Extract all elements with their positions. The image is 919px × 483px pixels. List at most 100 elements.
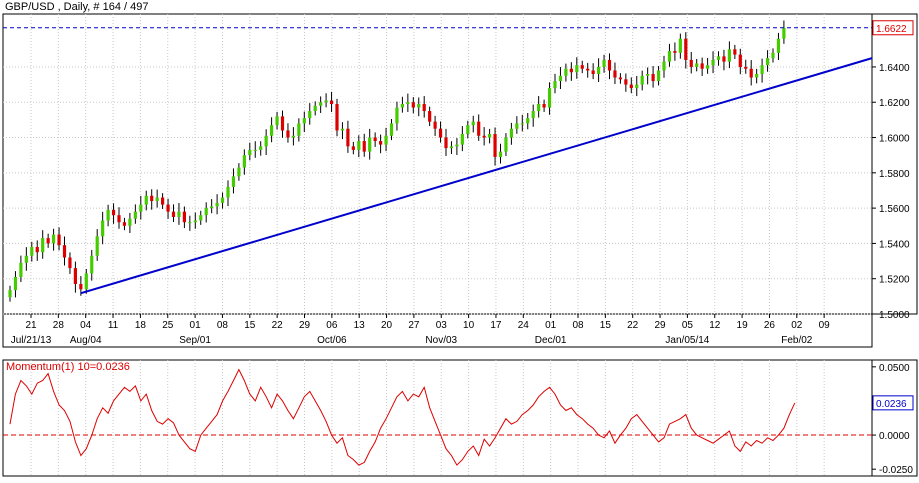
candle-body (678, 38, 682, 53)
candle-body (46, 238, 50, 244)
price-tick-label: 1.6000 (879, 134, 910, 145)
candle-body (297, 123, 301, 136)
candle-body (553, 81, 557, 89)
candle-body (139, 204, 143, 212)
candle-body (319, 102, 323, 106)
date-tick-label: 21 (25, 320, 37, 331)
candle-body (438, 128, 443, 138)
candle-body (90, 255, 94, 274)
support-trendline[interactable] (80, 57, 873, 295)
candle-body (782, 27, 786, 39)
price-tick-label: 1.5600 (879, 204, 910, 215)
candle-body (504, 137, 508, 152)
candle-body (695, 63, 699, 67)
price-axis-frame (871, 13, 918, 315)
candle-body (13, 276, 18, 291)
candle-body (379, 141, 383, 145)
candle-body (106, 209, 110, 221)
candle-body (79, 284, 83, 290)
candle-body (280, 116, 285, 131)
candle-body (248, 149, 252, 156)
candle-body (324, 100, 328, 103)
candle-body (444, 137, 448, 149)
date-tick-label: 22 (272, 320, 284, 331)
candle-body (673, 51, 677, 53)
date-tick-label: 12 (709, 320, 721, 331)
candle-body (215, 202, 219, 207)
candle-body (362, 141, 366, 152)
candle-body (101, 220, 105, 237)
date-tick-label: 03 (436, 320, 448, 331)
candle-body (542, 104, 546, 108)
candle-body (313, 105, 317, 112)
candle-body (73, 268, 77, 284)
date-tick-label: 09 (819, 320, 831, 331)
candle-body (738, 54, 742, 67)
candle-body (662, 61, 666, 71)
candle-body (95, 236, 99, 256)
candle-body (564, 68, 568, 76)
candle-body (253, 149, 257, 151)
candle-body (161, 197, 165, 205)
month-label: Feb/02 (781, 335, 813, 346)
candle-body (607, 59, 612, 71)
month-label: Sep/01 (179, 335, 211, 346)
last-price-marker (872, 20, 914, 36)
candle-body (488, 134, 492, 138)
date-tick-label: 22 (627, 320, 639, 331)
month-label: Jan/05/14 (665, 335, 709, 346)
date-axis-labels: 21 28 04 11 18 25 01 08 15 22 29 06 13 20 27 03 10 17 24 01… (11, 314, 830, 346)
candle-body (291, 135, 295, 138)
candle-body (35, 246, 39, 253)
date-tick-label: 10 (463, 320, 475, 331)
momentum-line (9, 368, 796, 466)
month-label: Aug/04 (70, 335, 102, 346)
candle-body (602, 59, 606, 67)
candle-body (406, 102, 410, 104)
candle-body (335, 104, 339, 131)
candle-body (351, 146, 355, 150)
candle-body (482, 135, 486, 138)
candle-body (122, 222, 127, 226)
candle-body (117, 215, 121, 223)
candle-body (716, 56, 721, 60)
candle-body (302, 118, 306, 124)
candle-body (656, 70, 661, 82)
price-tick-label: 1.6400 (879, 63, 910, 74)
candle-body (62, 245, 67, 258)
candle-body (24, 255, 28, 263)
date-tick-label: 24 (518, 320, 530, 331)
candle-body (580, 65, 584, 69)
candle-body (8, 290, 12, 298)
candle-body (171, 211, 176, 217)
month-label: Nov/03 (425, 335, 457, 346)
date-tick-label: 08 (572, 320, 584, 331)
candle-body (727, 49, 731, 62)
candle-body (776, 38, 781, 53)
date-tick-label: 29 (299, 320, 311, 331)
candle-body (259, 146, 263, 150)
candle-body (575, 65, 579, 73)
date-tick-label: 19 (737, 320, 749, 331)
candle-body (204, 208, 208, 216)
candle-body (193, 220, 197, 223)
candle-body (449, 146, 454, 149)
candle-body (411, 102, 415, 108)
price-axis-labels: 1.5000 1.5200 1.5400 1.5600 1.5800 1.6000 1.62… (872, 20, 914, 321)
date-tick-label: 15 (244, 320, 256, 331)
candle-body (395, 107, 399, 124)
candle-body (111, 209, 116, 216)
candle-body (210, 206, 214, 209)
date-tick-label: 25 (162, 320, 174, 331)
candle-body (264, 135, 268, 147)
month-label: Jul/21/13 (11, 335, 52, 346)
candle-body (275, 116, 279, 126)
candle-body (635, 84, 639, 89)
price-gridlines (3, 14, 872, 315)
candle-body (188, 222, 192, 224)
candle-body (515, 123, 519, 129)
date-tick-label: 05 (682, 320, 694, 331)
candle-body (493, 134, 497, 157)
candle-body (760, 65, 764, 74)
